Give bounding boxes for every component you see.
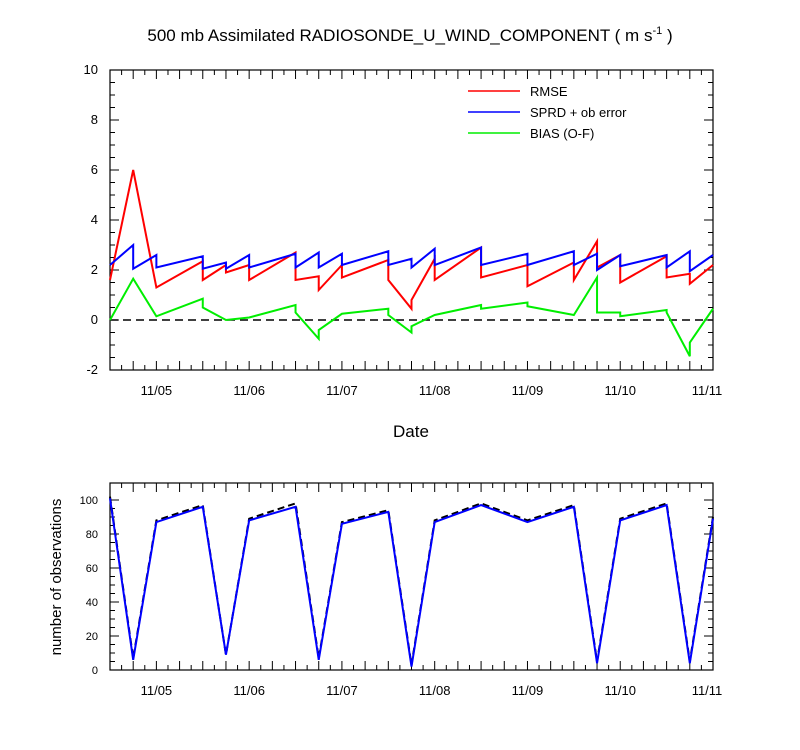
bottom-plot-frame xyxy=(109,482,714,671)
x-tick-label: 11/11 xyxy=(692,683,723,698)
y-tick-label: 6 xyxy=(91,162,98,177)
x-tick-label: 11/09 xyxy=(512,683,544,698)
legend: RMSE SPRD + ob error BIAS (O-F) xyxy=(468,84,627,141)
y-tick-label: 20 xyxy=(86,631,98,643)
bottom-series-group xyxy=(109,496,714,667)
y-tick-label: 0 xyxy=(91,312,98,327)
y-tick-label: 80 xyxy=(86,529,98,541)
legend-bias-label: BIAS (O-F) xyxy=(530,126,594,141)
x-tick-label: 11/11 xyxy=(692,383,723,398)
x-tick-label: 11/07 xyxy=(326,383,358,398)
bottom-y-axis: 0 20 40 60 80 100 xyxy=(80,495,713,677)
top-series-group xyxy=(109,169,714,357)
series-line-bias-o-f xyxy=(109,273,714,357)
y-tick-label: 60 xyxy=(86,563,98,575)
y-tick-label: 100 xyxy=(80,495,98,507)
x-tick-label: 11/07 xyxy=(326,683,358,698)
x-tick-label: 11/08 xyxy=(419,383,451,398)
chart-title: 500 mb Assimilated RADIOSONDE_U_WIND_COM… xyxy=(147,25,672,45)
y-tick-label: -2 xyxy=(86,362,98,377)
series-line-rmse xyxy=(109,169,714,312)
y-tick-label: 4 xyxy=(91,212,98,227)
x-tick-label: 11/10 xyxy=(604,383,636,398)
x-tick-label: 11/10 xyxy=(604,683,636,698)
x-tick-label: 11/08 xyxy=(419,683,451,698)
series-line-observations-used xyxy=(109,498,714,667)
y-tick-label: 2 xyxy=(91,262,98,277)
bottom-y-axis-label: number of observations xyxy=(48,499,65,656)
x-tick-label: 11/06 xyxy=(233,683,265,698)
legend-sprd-label: SPRD + ob error xyxy=(530,105,627,120)
x-tick-label: 11/05 xyxy=(141,683,173,698)
y-tick-label: 8 xyxy=(91,112,98,127)
y-tick-label: 40 xyxy=(86,597,98,609)
series-line-observations-possible xyxy=(109,496,714,666)
bottom-x-axis: 11/05 11/06 11/07 11/08 11/09 11/10 11/11 xyxy=(109,483,723,698)
y-tick-label: 10 xyxy=(84,62,98,77)
y-tick-label: 0 xyxy=(92,665,98,677)
x-tick-label: 11/05 xyxy=(141,383,173,398)
series-line-sprd-ob-error xyxy=(109,242,714,274)
x-axis-label: Date xyxy=(393,422,429,441)
x-tick-label: 11/09 xyxy=(512,383,544,398)
x-tick-label: 11/06 xyxy=(233,383,265,398)
top-x-axis: 11/05 11/06 11/07 11/08 11/09 11/10 11/11 xyxy=(109,70,723,398)
legend-rmse-label: RMSE xyxy=(530,84,568,99)
